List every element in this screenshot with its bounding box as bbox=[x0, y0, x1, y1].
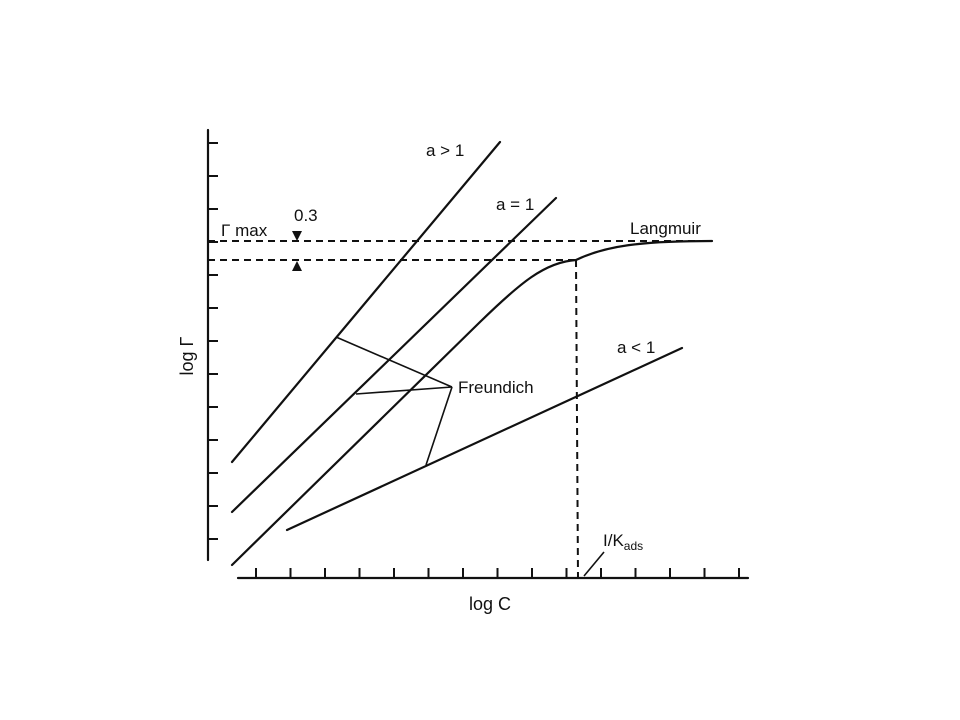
y-axis-title: log Γ bbox=[177, 336, 197, 375]
k-ads-dashed-line bbox=[575, 259, 579, 579]
freundlich-connectors bbox=[335, 336, 453, 466]
a-less-than-1-label: a < 1 bbox=[617, 338, 655, 357]
k-ads-pointer bbox=[583, 551, 605, 577]
a-equal-1-label: a = 1 bbox=[496, 195, 534, 214]
a-equal-1-line bbox=[230, 196, 558, 514]
gamma-max-label: Γ max bbox=[221, 221, 268, 240]
y-axis-ticks bbox=[208, 142, 218, 540]
a-greater-than-1-label: a > 1 bbox=[426, 141, 464, 160]
langmuir-label: Langmuir bbox=[630, 219, 701, 238]
x-axis-ticks bbox=[255, 568, 740, 578]
gap-arrow-down bbox=[292, 231, 302, 241]
x-axis-title: log C bbox=[469, 594, 511, 614]
gap-label: 0.3 bbox=[294, 206, 318, 225]
langmuir-curve bbox=[230, 239, 714, 567]
k-ads-label-main: I/K bbox=[603, 531, 624, 550]
gap-arrow-up bbox=[292, 261, 302, 271]
k-ads-label: I/Kads bbox=[603, 531, 643, 553]
freundlich-label: Freundich bbox=[458, 378, 534, 397]
a-less-than-1-line bbox=[285, 346, 684, 532]
k-ads-label-subscript: ads bbox=[624, 539, 643, 553]
a-greater-than-1-line bbox=[230, 140, 502, 464]
